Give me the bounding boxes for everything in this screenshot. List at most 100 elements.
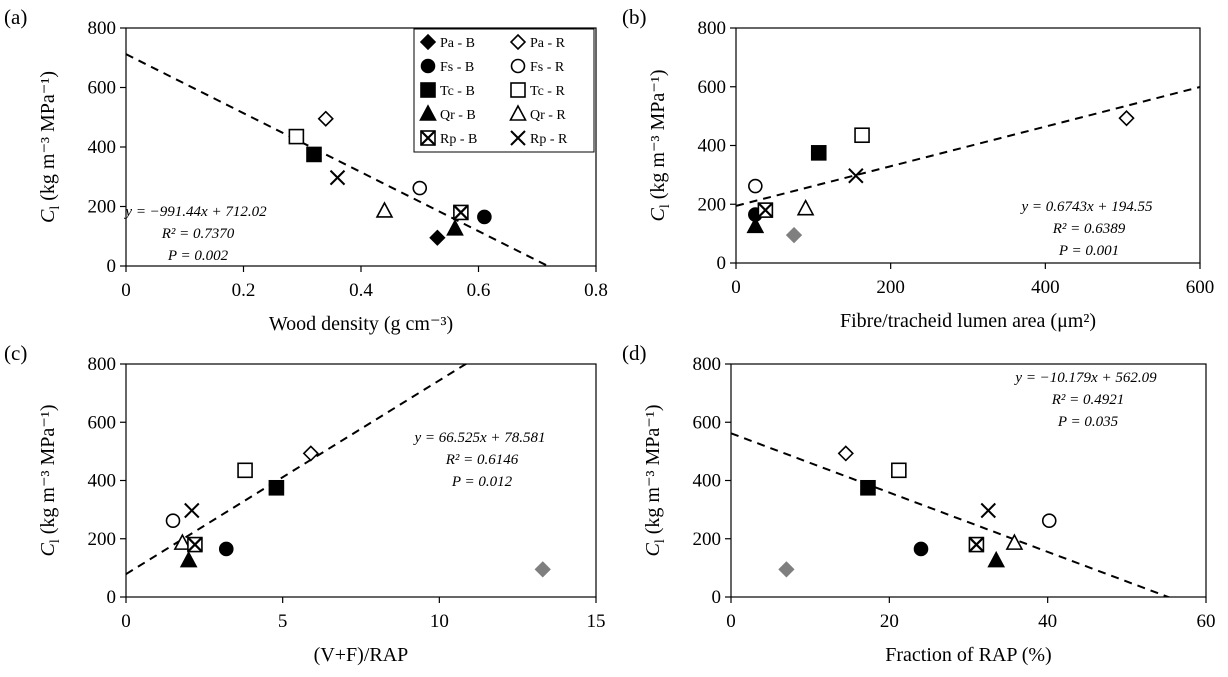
legend-label: Pa - B bbox=[440, 36, 475, 51]
y-tick-label: 400 bbox=[88, 137, 117, 158]
point-fs-b bbox=[477, 209, 492, 225]
point-qr-r bbox=[1005, 533, 1024, 550]
y-tick-label: 200 bbox=[698, 194, 727, 215]
point-pa-b bbox=[785, 226, 803, 244]
regression-equation: y = 0.6743x + 194.55 bbox=[1019, 199, 1153, 215]
legend-label: Fs - R bbox=[530, 60, 565, 75]
legend-label: Tc - B bbox=[440, 84, 475, 99]
point-qr-r bbox=[375, 201, 394, 218]
y-tick-label: 600 bbox=[88, 78, 117, 99]
legend-label: Rp - B bbox=[440, 132, 477, 147]
point-fs-r bbox=[412, 180, 428, 196]
x-tick-label: 60 bbox=[1197, 611, 1216, 632]
y-tick-label: 400 bbox=[693, 471, 722, 492]
panel-1: 0 200 400 600 800 0 0.2 0.4 0.6 0.8 Wood density (… bbox=[4, 5, 608, 335]
point-fs-r bbox=[1041, 513, 1057, 528]
point-tc-r bbox=[891, 462, 907, 479]
x-tick-label: 0.4 bbox=[349, 280, 373, 301]
panel-label: (a) bbox=[4, 5, 27, 29]
legend-label: Rp - R bbox=[530, 132, 568, 147]
point-rp-r bbox=[184, 502, 200, 519]
point-pa-r bbox=[302, 445, 319, 462]
point-qr-r bbox=[796, 198, 815, 216]
y-axis-title: Cl (kg m⁻³ MPa⁻¹) bbox=[642, 405, 668, 557]
r-squared: R² = 0.6146 bbox=[445, 452, 519, 468]
trendline bbox=[731, 432, 1172, 597]
point-rp-b bbox=[968, 536, 985, 553]
legend-marker-qr-b bbox=[419, 104, 437, 121]
plot-frame bbox=[730, 363, 1207, 598]
y-tick-label: 0 bbox=[712, 587, 722, 608]
p-value: P = 0.002 bbox=[167, 248, 229, 264]
point-fs-r bbox=[748, 178, 763, 194]
point-tc-r bbox=[288, 128, 305, 145]
y-tick-label: 600 bbox=[693, 412, 722, 433]
plot-frame bbox=[125, 363, 597, 598]
point-qr-b bbox=[746, 216, 765, 234]
legend-marker-rp-r bbox=[510, 130, 526, 146]
legend-marker-rp-b bbox=[420, 130, 436, 146]
point-tc-b bbox=[268, 479, 285, 496]
panel-3: 0 200 400 600 800 0 5 10 15 (V+F)/RAP Cl (kg m⁻³ M… bbox=[4, 341, 606, 666]
y-tick-label: 0 bbox=[717, 253, 727, 274]
point-pa-b bbox=[429, 229, 446, 246]
x-axis-title: (V+F)/RAP bbox=[314, 644, 409, 666]
x-tick-label: 5 bbox=[278, 611, 288, 632]
regression-equation: y = −991.44x + 712.02 bbox=[123, 204, 267, 220]
x-tick-label: 0.6 bbox=[467, 280, 491, 301]
legend-label: Qr - R bbox=[530, 108, 566, 123]
point-qr-b bbox=[446, 219, 464, 236]
point-fs-b bbox=[913, 541, 929, 557]
x-tick-label: 200 bbox=[876, 277, 905, 298]
x-tick-label: 0 bbox=[121, 611, 131, 632]
point-tc-r bbox=[854, 127, 870, 144]
y-tick-label: 600 bbox=[88, 412, 117, 433]
point-pa-r bbox=[317, 110, 334, 127]
point-pa-b bbox=[778, 561, 795, 578]
x-tick-label: 600 bbox=[1186, 277, 1215, 298]
y-tick-label: 800 bbox=[698, 18, 727, 39]
y-tick-label: 0 bbox=[107, 587, 117, 608]
legend-marker-tc-r bbox=[510, 82, 526, 98]
point-tc-r bbox=[237, 462, 253, 479]
y-tick-label: 600 bbox=[698, 77, 727, 98]
r-squared: R² = 0.4921 bbox=[1051, 392, 1125, 408]
legend-marker-fs-b bbox=[420, 58, 436, 74]
point-qr-r bbox=[173, 533, 192, 550]
panel-4: 0 200 400 600 800 0 20 40 60 Fraction of RAP (%) C… bbox=[622, 341, 1216, 666]
point-pa-b bbox=[534, 561, 551, 578]
regression-equation: y = 66.525x + 78.581 bbox=[412, 430, 545, 446]
x-tick-label: 0 bbox=[121, 280, 131, 301]
y-tick-label: 800 bbox=[693, 354, 722, 375]
y-tick-label: 200 bbox=[88, 529, 117, 550]
y-tick-label: 800 bbox=[88, 354, 117, 375]
x-tick-label: 15 bbox=[587, 611, 606, 632]
point-rp-r bbox=[848, 168, 864, 184]
point-tc-b bbox=[810, 145, 827, 161]
legend-marker-tc-b bbox=[420, 82, 436, 98]
point-qr-b bbox=[179, 550, 198, 568]
trendline bbox=[736, 86, 1200, 207]
x-tick-label: 20 bbox=[880, 611, 899, 632]
x-tick-label: 10 bbox=[430, 611, 449, 632]
point-pa-r bbox=[837, 445, 854, 462]
y-axis-title: Cl (kg m⁻³ MPa⁻¹) bbox=[37, 71, 63, 223]
point-rp-b bbox=[187, 536, 203, 553]
legend-marker-pa-r bbox=[509, 33, 527, 51]
point-fs-b bbox=[218, 541, 234, 557]
p-value: P = 0.001 bbox=[1058, 243, 1119, 259]
y-axis-title: Cl (kg m⁻³ MPa⁻¹) bbox=[37, 405, 63, 557]
panel-label: (b) bbox=[622, 5, 647, 29]
r-squared: R² = 0.6389 bbox=[1052, 221, 1126, 237]
panel-label: (c) bbox=[4, 341, 27, 365]
y-tick-label: 0 bbox=[107, 256, 117, 277]
point-rp-b bbox=[757, 202, 774, 218]
point-pa-r bbox=[1118, 110, 1135, 127]
point-qr-b bbox=[987, 550, 1006, 568]
y-axis-title: Cl (kg m⁻³ MPa⁻¹) bbox=[647, 70, 673, 222]
legend-label: Qr - B bbox=[440, 108, 476, 123]
x-axis-title: Fibre/tracheid lumen area (μm²) bbox=[840, 310, 1096, 332]
x-tick-label: 40 bbox=[1038, 611, 1057, 632]
point-rp-r bbox=[329, 169, 346, 186]
